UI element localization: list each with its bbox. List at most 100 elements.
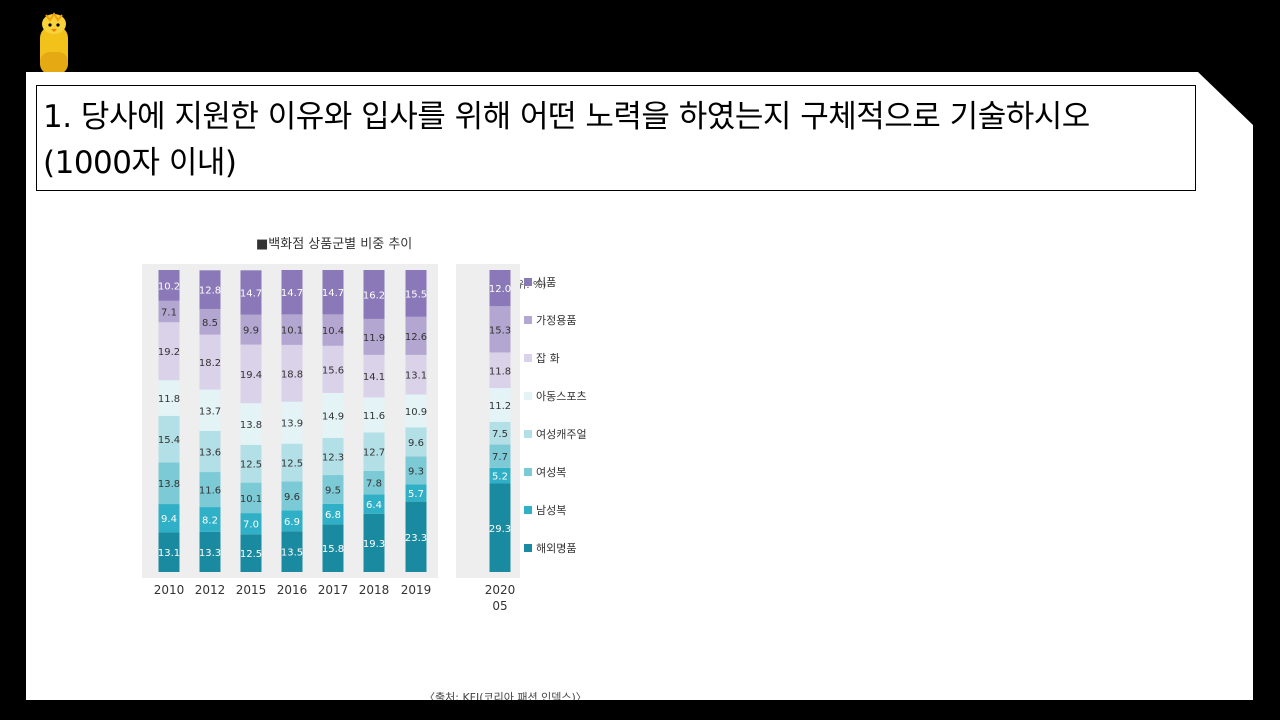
- bar-segment: [405, 427, 427, 457]
- data-label: 11.8: [489, 366, 511, 377]
- legend-swatch: [524, 278, 532, 286]
- x-tick-labels: 2010 2012 2015 2016 2017 2018 2019 2020 05: [154, 583, 516, 613]
- bar-segment: [158, 380, 180, 416]
- data-label: 11.6: [363, 411, 385, 422]
- data-label: 12.5: [240, 549, 262, 560]
- bar-segment: [199, 334, 221, 390]
- bar-segment: [199, 531, 221, 572]
- data-label: 9.6: [284, 492, 300, 503]
- legend-swatch: [524, 354, 532, 362]
- data-label: 14.9: [322, 411, 344, 422]
- chart-svg: ■백화점 상품군별 비중 추이 (단위: %) 〈출처: KFI(코리아 패션 …: [142, 237, 587, 700]
- data-label: 13.9: [281, 419, 303, 430]
- data-label: 29.3: [489, 524, 511, 535]
- data-label: 19.3: [363, 539, 385, 550]
- data-label: 10.1: [240, 494, 262, 505]
- bar-segment: [158, 322, 180, 381]
- data-label: 10.2: [158, 281, 180, 292]
- data-label: 10.9: [405, 407, 427, 418]
- bar-segment: [322, 392, 344, 438]
- data-label: 19.2: [158, 347, 180, 358]
- data-label: 11.2: [489, 401, 511, 412]
- data-label: 14.7: [322, 288, 344, 299]
- x-tick-label: 2018: [359, 583, 390, 597]
- data-label: 13.1: [158, 548, 180, 559]
- question-box: 1. 당사에 지원한 이유와 입사를 위해 어떤 노력을 하였는지 구체적으로 …: [36, 85, 1196, 191]
- data-label: 15.3: [489, 325, 511, 336]
- data-label: 15.6: [322, 365, 344, 376]
- data-label: 8.5: [202, 318, 218, 329]
- data-label: 7.0: [243, 520, 259, 531]
- bar-segment: [240, 344, 262, 404]
- data-label: 18.8: [281, 369, 303, 380]
- data-label: 7.1: [161, 308, 177, 319]
- legend-swatch: [524, 468, 532, 476]
- bar-segment: [489, 467, 511, 484]
- legend-label: 여성복: [536, 466, 566, 479]
- bar-segment: [363, 494, 385, 514]
- bar-segment: [158, 532, 180, 572]
- bar-segment: [405, 484, 427, 502]
- data-label: 18.2: [199, 358, 221, 369]
- bar-segment: [281, 314, 303, 345]
- bar-segment: [405, 394, 427, 428]
- x-tick-label: 2016: [277, 583, 308, 597]
- legend-label: 해외명품: [536, 541, 576, 555]
- bar-segment: [158, 270, 180, 301]
- data-label: 13.6: [199, 448, 221, 459]
- bar-segment: [363, 470, 385, 495]
- bar-segment: [489, 270, 511, 307]
- bar-segment: [158, 415, 180, 463]
- bar-segment: [322, 270, 344, 315]
- data-label: 13.1: [405, 371, 427, 382]
- data-label: 23.3: [405, 533, 427, 544]
- chart: ■백화점 상품군별 비중 추이 (단위: %) 〈출처: KFI(코리아 패션 …: [106, 224, 626, 700]
- x-tick-label: 05: [492, 599, 507, 613]
- data-label: 11.9: [363, 333, 385, 344]
- data-label: 15.5: [405, 289, 427, 300]
- bar-segment: [240, 403, 262, 445]
- bar-segment: [240, 534, 262, 572]
- bar-segment: [158, 504, 180, 533]
- bar-segment: [281, 510, 303, 532]
- bar-segment: [281, 481, 303, 511]
- bar-segment: [322, 314, 344, 346]
- bar-segment: [199, 308, 221, 335]
- bar-segment: [199, 270, 221, 309]
- x-tick-label: 2017: [318, 583, 349, 597]
- data-label: 8.2: [202, 515, 218, 526]
- legend-swatch: [524, 392, 532, 400]
- bar-segment: [281, 344, 303, 402]
- bars-layer: 13.1 9.4 13.8 15.4 11.8 19.2 7.1 10.2 13.3 8.2 11.…: [142, 264, 520, 578]
- bar-segment: [240, 444, 262, 483]
- data-label: 6.8: [325, 510, 341, 521]
- bar-segment: [281, 270, 303, 315]
- bar-segment: [363, 318, 385, 355]
- bar-segment: [405, 501, 427, 572]
- data-label: 13.8: [158, 479, 180, 490]
- data-label: 9.9: [243, 326, 259, 337]
- data-label: 5.2: [492, 472, 508, 483]
- data-label: 7.7: [492, 452, 508, 463]
- bar-segment: [199, 430, 221, 473]
- x-tick-label: 2012: [195, 583, 226, 597]
- bar-segment: [281, 531, 303, 572]
- data-label: 9.6: [408, 438, 424, 449]
- bar-segment: [322, 345, 344, 393]
- bar-segment: [489, 444, 511, 468]
- bar-segment: [363, 354, 385, 398]
- bar-segment: [489, 388, 511, 422]
- bar-segment: [405, 270, 427, 317]
- data-label: 12.5: [281, 459, 303, 470]
- bar-segment: [489, 421, 511, 445]
- data-label: 15.8: [322, 544, 344, 555]
- data-label: 6.4: [366, 500, 382, 511]
- legend-label: 가정용품: [536, 314, 576, 327]
- bar-segment: [240, 270, 262, 315]
- data-label: 5.7: [408, 489, 424, 500]
- x-tick-label: 2010: [154, 583, 185, 597]
- bar-segment: [322, 475, 344, 504]
- data-label: 13.5: [281, 548, 303, 559]
- bar-segment: [489, 352, 511, 389]
